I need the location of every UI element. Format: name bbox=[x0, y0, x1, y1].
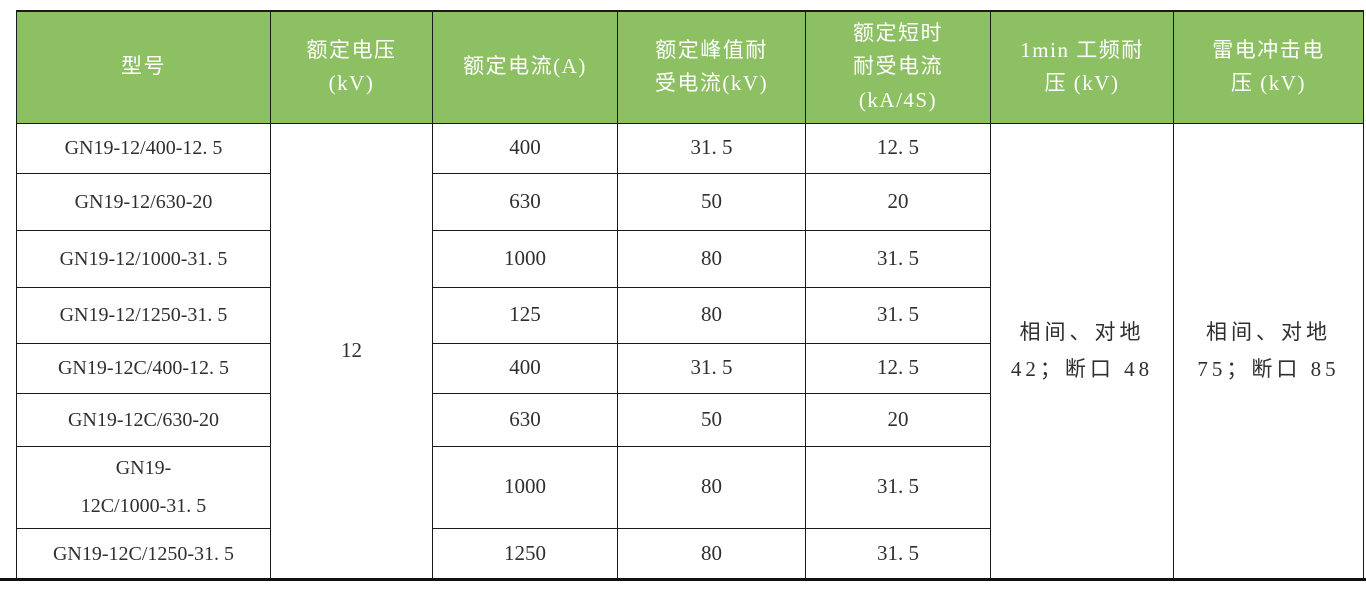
cell-short-time-withstand: 31. 5 bbox=[805, 229, 991, 288]
header-row: 型号 额定电压 (kV) 额定电流(A) 额定峰值耐 受电流(kV) 额定短时 … bbox=[16, 10, 1364, 124]
cell-short-time-withstand: 31. 5 bbox=[805, 286, 991, 344]
cell-rated-current: 630 bbox=[432, 172, 618, 231]
cell-model: GN19- 12C/1000-31. 5 bbox=[16, 445, 271, 529]
header-model: 型号 bbox=[16, 10, 271, 124]
table-row: GN19-12/1000-31. 5 1000 80 31. 5 bbox=[16, 229, 1364, 288]
cell-model: GN19-12/400-12. 5 bbox=[16, 122, 271, 174]
cell-model: GN19-12/630-20 bbox=[16, 172, 271, 231]
cell-lightning-impulse-note: 相间、对地 75；断口 85 bbox=[1173, 122, 1364, 580]
specs-table: 型号 额定电压 (kV) 额定电流(A) 额定峰值耐 受电流(kV) 额定短时 … bbox=[16, 10, 1364, 580]
table-row: GN19-12/1250-31. 5 125 80 31. 5 bbox=[16, 286, 1364, 344]
cell-model: GN19-12C/400-12. 5 bbox=[16, 342, 271, 394]
table-row: GN19- 12C/1000-31. 5 1000 80 31. 5 bbox=[16, 445, 1364, 529]
cell-peak-withstand: 80 bbox=[617, 445, 806, 529]
cell-peak-withstand: 31. 5 bbox=[617, 342, 806, 394]
header-rated-voltage: 额定电压 (kV) bbox=[270, 10, 433, 124]
cell-peak-withstand: 80 bbox=[617, 286, 806, 344]
bottom-rule bbox=[0, 578, 1366, 581]
cell-model: GN19-12C/630-20 bbox=[16, 392, 271, 447]
cell-rated-current: 1000 bbox=[432, 445, 618, 529]
cell-rated-current: 125 bbox=[432, 286, 618, 344]
cell-rated-current: 400 bbox=[432, 122, 618, 174]
cell-short-time-withstand: 20 bbox=[805, 172, 991, 231]
cell-rated-voltage: 12 bbox=[270, 122, 433, 580]
cell-rated-current: 400 bbox=[432, 342, 618, 394]
cell-rated-current: 1000 bbox=[432, 229, 618, 288]
cell-short-time-withstand: 31. 5 bbox=[805, 527, 991, 580]
cell-peak-withstand: 50 bbox=[617, 172, 806, 231]
cell-rated-current: 1250 bbox=[432, 527, 618, 580]
cell-peak-withstand: 31. 5 bbox=[617, 122, 806, 174]
table-row: GN19-12/400-12. 5 12 400 31. 5 12. 5 相间、… bbox=[16, 122, 1364, 580]
cell-short-time-withstand: 31. 5 bbox=[805, 445, 991, 529]
cell-short-time-withstand: 12. 5 bbox=[805, 122, 991, 174]
cell-model: GN19-12/1000-31. 5 bbox=[16, 229, 271, 288]
cell-model: GN19-12C/1250-31. 5 bbox=[16, 527, 271, 580]
cell-short-time-withstand: 12. 5 bbox=[805, 342, 991, 394]
header-rated-current: 额定电流(A) bbox=[432, 10, 618, 124]
header-short-time-withstand-current: 额定短时 耐受电流 (kA/4S) bbox=[805, 10, 991, 124]
header-lightning-impulse: 雷电冲击电 压 (kV) bbox=[1173, 10, 1364, 124]
cell-peak-withstand: 80 bbox=[617, 229, 806, 288]
table-row: GN19-12C/400-12. 5 400 31. 5 12. 5 bbox=[16, 342, 1364, 394]
table-row: GN19-12/630-20 630 50 20 bbox=[16, 172, 1364, 231]
cell-peak-withstand: 80 bbox=[617, 527, 806, 580]
cell-rated-current: 630 bbox=[432, 392, 618, 447]
cell-short-time-withstand: 20 bbox=[805, 392, 991, 447]
cell-power-frequency-note: 相间、对地 42；断口 48 bbox=[990, 122, 1174, 580]
cell-peak-withstand: 50 bbox=[617, 392, 806, 447]
header-power-frequency-withstand: 1min 工频耐 压 (kV) bbox=[990, 10, 1174, 124]
cell-model: GN19-12/1250-31. 5 bbox=[16, 286, 271, 344]
header-peak-withstand-current: 额定峰值耐 受电流(kV) bbox=[617, 10, 806, 124]
